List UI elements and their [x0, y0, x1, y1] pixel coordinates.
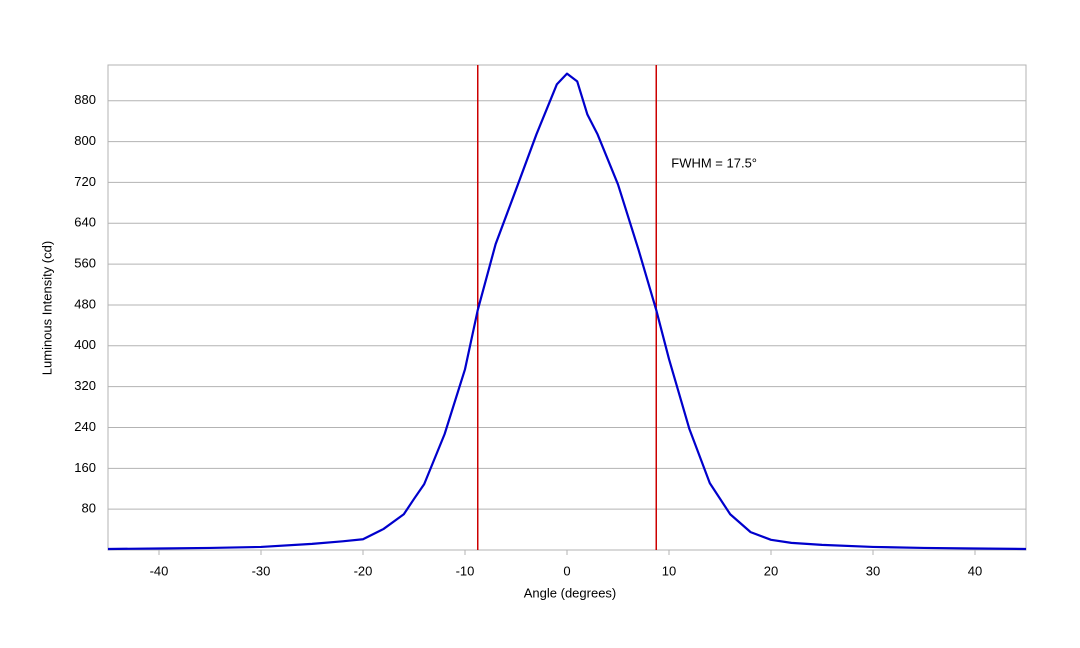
y-tick-label: 400 — [74, 337, 96, 352]
y-tick-label: 480 — [74, 296, 96, 311]
y-tick-label: 720 — [74, 174, 96, 189]
x-tick-label: 30 — [866, 563, 880, 578]
y-tick-label: 880 — [74, 92, 96, 107]
y-tick-label: 320 — [74, 378, 96, 393]
x-tick-label: -20 — [354, 563, 373, 578]
x-axis-label: Angle (degrees) — [524, 585, 617, 600]
plot-area — [107, 64, 1027, 551]
y-tick-label: 240 — [74, 419, 96, 434]
x-tick-label: 40 — [968, 563, 982, 578]
x-tick-label: 10 — [662, 563, 676, 578]
x-tick-label: -10 — [456, 563, 475, 578]
x-tick-label: -30 — [252, 563, 271, 578]
x-tick-label: -40 — [150, 563, 169, 578]
annotation: FWHM = 17.5° — [671, 155, 757, 170]
y-tick-label: 640 — [74, 215, 96, 230]
x-tick-label: 0 — [563, 563, 570, 578]
y-tick-label: 800 — [74, 133, 96, 148]
y-axis-label: Luminous Intensity (cd) — [39, 241, 54, 375]
y-tick-label: 80 — [82, 501, 96, 516]
y-tick-label: 560 — [74, 256, 96, 271]
y-tick-label: 160 — [74, 460, 96, 475]
x-tick-label: 20 — [764, 563, 778, 578]
data-line — [107, 72, 1027, 551]
